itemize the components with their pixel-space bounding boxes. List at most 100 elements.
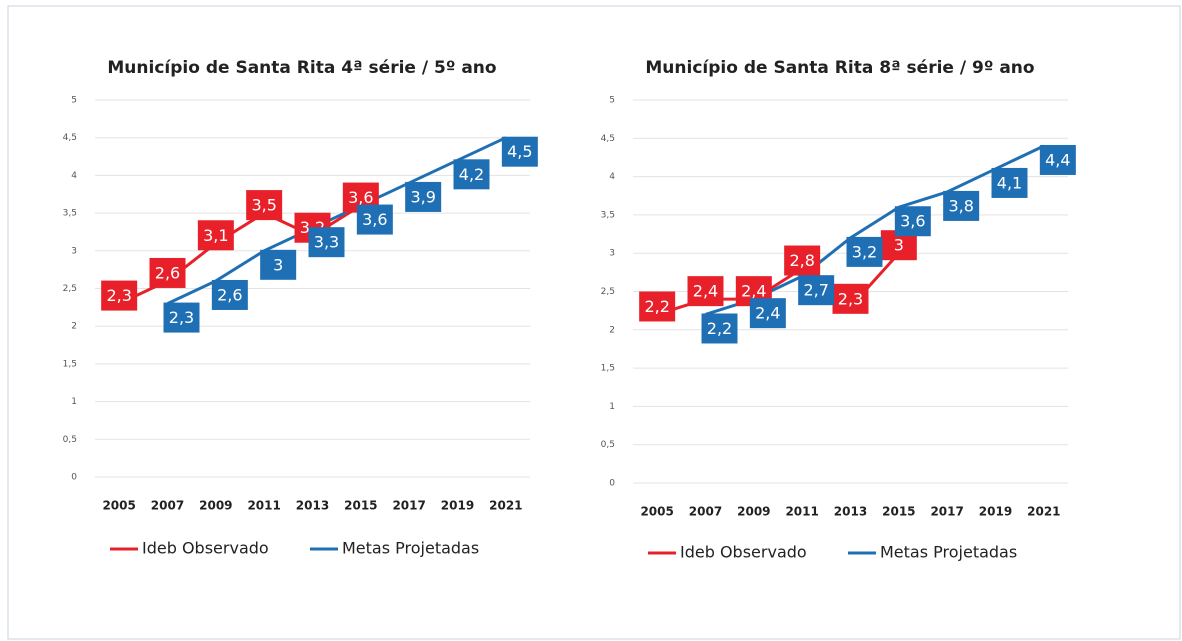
data-label-box bbox=[784, 245, 821, 276]
data-label-box bbox=[1039, 144, 1076, 175]
data-label-box bbox=[101, 280, 138, 311]
x-tick-label: 2013 bbox=[834, 505, 867, 519]
y-tick-label: 5 bbox=[609, 96, 615, 106]
data-label: 3,6 bbox=[362, 210, 387, 229]
data-label-box bbox=[798, 275, 835, 306]
x-tick-label: 2009 bbox=[737, 505, 770, 519]
y-tick-label: 2 bbox=[609, 325, 615, 335]
data-label: 2,2 bbox=[707, 319, 732, 338]
data-label-box bbox=[356, 204, 393, 235]
data-label-box bbox=[687, 276, 724, 307]
data-label-box bbox=[405, 181, 442, 212]
data-label-box bbox=[749, 298, 786, 329]
x-tick-label: 2011 bbox=[785, 505, 818, 519]
data-label: 4,1 bbox=[997, 173, 1022, 192]
data-label-box bbox=[991, 167, 1028, 198]
data-label: 2,8 bbox=[789, 251, 814, 270]
legend-label: Metas Projetadas bbox=[880, 543, 1017, 562]
frame bbox=[7, 5, 1181, 640]
y-tick-label: 3,5 bbox=[601, 210, 615, 220]
legend-label: Ideb Observado bbox=[142, 539, 269, 558]
data-label-box bbox=[846, 236, 883, 267]
y-tick-label: 1,5 bbox=[601, 364, 615, 374]
data-label: 3,6 bbox=[900, 212, 925, 231]
data-label: 3,6 bbox=[348, 188, 373, 207]
data-label-box bbox=[943, 190, 980, 221]
y-tick-label: 4 bbox=[609, 172, 615, 182]
data-label-box bbox=[701, 313, 738, 344]
x-tick-label: 2021 bbox=[489, 499, 522, 513]
y-tick-label: 0,5 bbox=[601, 440, 615, 450]
y-tick-label: 5 bbox=[71, 96, 77, 106]
data-label: 2,3 bbox=[106, 286, 131, 305]
x-tick-label: 2005 bbox=[102, 499, 135, 513]
y-tick-label: 3 bbox=[71, 246, 77, 256]
data-label: 4,4 bbox=[1045, 150, 1070, 169]
data-label: 3,9 bbox=[410, 187, 435, 206]
data-label-box bbox=[639, 291, 676, 322]
data-label: 3,3 bbox=[314, 233, 339, 252]
series-line bbox=[166, 136, 507, 305]
x-tick-label: 2007 bbox=[689, 505, 722, 519]
data-label-box bbox=[246, 190, 283, 221]
y-tick-label: 0 bbox=[609, 479, 615, 489]
x-tick-label: 2019 bbox=[979, 505, 1012, 519]
y-tick-label: 4 bbox=[71, 171, 77, 181]
y-tick-label: 2 bbox=[71, 322, 77, 332]
x-tick-label: 2019 bbox=[441, 499, 474, 513]
data-label: 3,2 bbox=[852, 242, 877, 261]
data-label-box bbox=[211, 279, 248, 310]
y-tick-label: 1,5 bbox=[63, 359, 77, 369]
y-tick-label: 1 bbox=[71, 397, 77, 407]
data-label: 2,7 bbox=[803, 281, 828, 300]
x-tick-label: 2021 bbox=[1027, 505, 1060, 519]
data-label-box bbox=[501, 136, 538, 167]
data-label: 2,6 bbox=[217, 285, 242, 304]
x-tick-label: 2005 bbox=[640, 505, 673, 519]
legend-label: Ideb Observado bbox=[680, 543, 807, 562]
data-label: 3,1 bbox=[203, 226, 228, 245]
data-label: 2,4 bbox=[741, 282, 766, 301]
x-tick-label: 2007 bbox=[151, 499, 184, 513]
y-tick-label: 0 bbox=[71, 473, 77, 483]
x-tick-label: 2011 bbox=[247, 499, 280, 513]
data-label: 3,5 bbox=[251, 196, 276, 215]
y-tick-label: 3,5 bbox=[63, 209, 77, 219]
y-tick-label: 4,5 bbox=[63, 133, 77, 143]
data-label-box bbox=[260, 249, 297, 280]
data-label-box bbox=[308, 227, 345, 258]
chart-title: Município de Santa Rita 8ª série / 9º an… bbox=[645, 58, 1034, 78]
y-tick-label: 1 bbox=[609, 402, 615, 412]
data-label-box bbox=[197, 220, 234, 251]
y-tick-label: 4,5 bbox=[601, 134, 615, 144]
data-label: 2,2 bbox=[644, 297, 669, 316]
y-tick-label: 0,5 bbox=[63, 435, 77, 445]
data-label-box bbox=[163, 302, 200, 333]
data-label: 3,8 bbox=[948, 196, 973, 215]
y-tick-label: 2,5 bbox=[601, 287, 615, 297]
x-tick-label: 2015 bbox=[344, 499, 377, 513]
data-label: 2,3 bbox=[838, 289, 863, 308]
chart-title: Município de Santa Rita 4ª série / 5º an… bbox=[107, 58, 496, 78]
data-label: 4,2 bbox=[459, 165, 484, 184]
data-label-box bbox=[894, 206, 931, 237]
data-label: 4,5 bbox=[507, 142, 532, 161]
x-tick-label: 2009 bbox=[199, 499, 232, 513]
data-label-box bbox=[149, 257, 186, 288]
x-tick-label: 2013 bbox=[296, 499, 329, 513]
data-label-box bbox=[453, 159, 490, 190]
legend-label: Metas Projetadas bbox=[342, 539, 479, 558]
x-tick-label: 2017 bbox=[930, 505, 963, 519]
data-label: 3 bbox=[894, 236, 904, 255]
data-label: 2,4 bbox=[693, 282, 718, 301]
data-label: 2,4 bbox=[755, 304, 780, 323]
y-tick-label: 3 bbox=[609, 249, 615, 259]
x-tick-label: 2015 bbox=[882, 505, 915, 519]
data-label: 2,6 bbox=[155, 263, 180, 282]
data-label: 2,3 bbox=[169, 308, 194, 327]
data-label: 3 bbox=[273, 255, 283, 274]
x-tick-label: 2017 bbox=[392, 499, 425, 513]
data-label-box bbox=[832, 283, 869, 314]
y-tick-label: 2,5 bbox=[63, 284, 77, 294]
